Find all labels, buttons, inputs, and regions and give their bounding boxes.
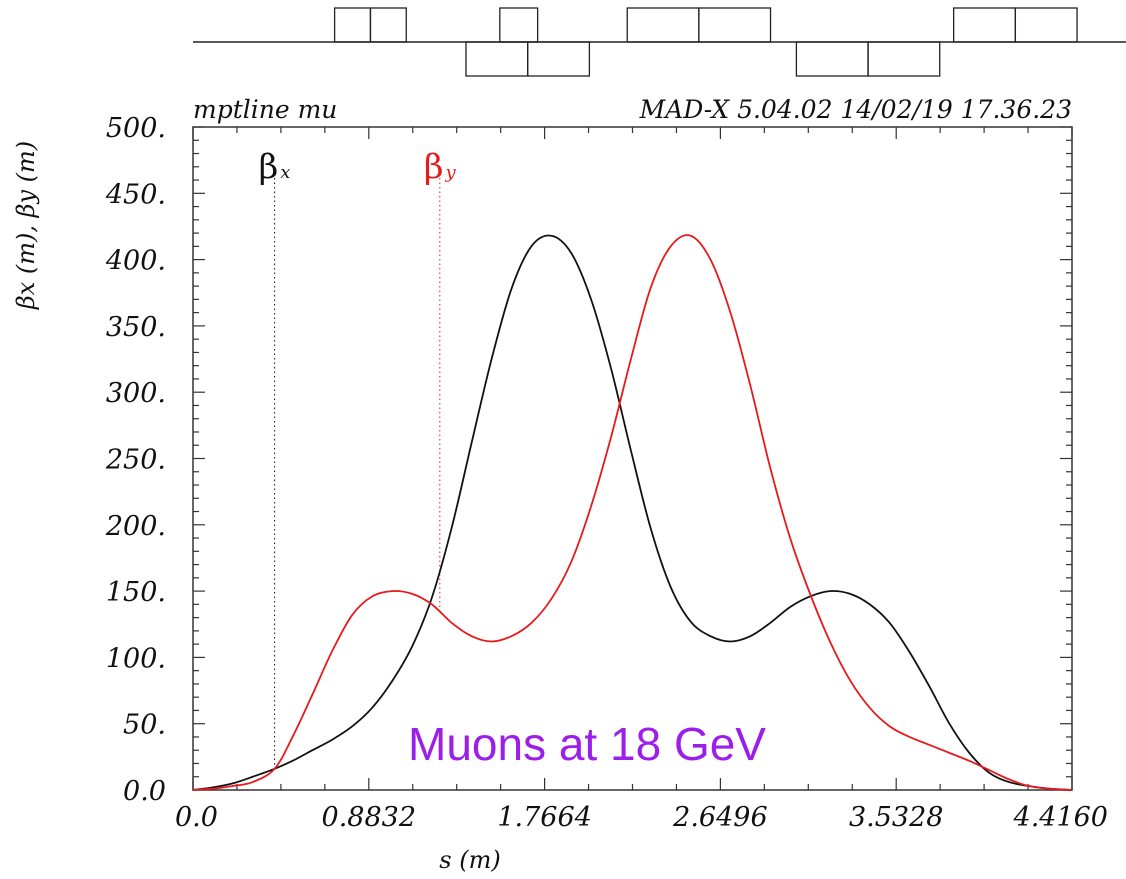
plot-header-right: MAD-X 5.04.02 14/02/19 17.36.23 [639, 95, 1072, 124]
y-axis-title: βx (m), βy (m) [12, 141, 40, 310]
y-tick-label: 50. [123, 710, 166, 741]
quad-magnet-focusing [369, 7, 407, 43]
y-tick-label: 250. [105, 445, 166, 476]
quad-magnet-focusing [1014, 7, 1078, 43]
axis-ticks [192, 126, 1073, 791]
y-tick-label: 200. [105, 511, 166, 542]
quad-magnet-focusing [499, 7, 539, 43]
y-tick-labels: 0.0 50. 100. 150. 200. 250. 300. 350. 400. 450. 50… [105, 113, 166, 807]
quad-magnet-defocusing [465, 41, 529, 77]
x-tick-label: 1.7664 [497, 802, 591, 833]
x-tick-label: 2.6496 [672, 802, 767, 833]
x-tick-label: 4.4160 [1013, 802, 1108, 833]
x-tick-labels: 0.0 0.8832 1.7664 2.6496 3.5328 4.4160 [175, 802, 1108, 833]
y-tick-label: 400. [105, 246, 166, 277]
y-tick-label: 0.0 [123, 776, 166, 807]
beta-y-line [192, 234, 1073, 791]
quad-magnet-focusing [953, 7, 1017, 43]
quad-magnet-focusing [626, 7, 700, 43]
quad-magnet-focusing [698, 7, 772, 43]
quad-magnet-defocusing [867, 41, 941, 77]
series-lines [192, 234, 1073, 791]
y-tick-label: 500. [106, 113, 166, 144]
quad-magnet-defocusing [527, 41, 591, 77]
plot-header-left: mptline mu [193, 95, 337, 124]
y-tick-label: 350. [106, 312, 166, 343]
x-tick-label: 0.0 [175, 802, 218, 833]
y-tick-label: 450. [105, 179, 166, 210]
muons-annotation: Muons at 18 GeV [408, 718, 766, 770]
beta-x-line [192, 234, 1073, 791]
y-tick-label: 150. [106, 577, 166, 608]
quad-magnet-focusing [333, 7, 372, 43]
x-tick-label: 3.5328 [849, 802, 943, 833]
lattice-diagram [193, 7, 1126, 77]
x-tick-label: 0.8832 [322, 802, 416, 833]
quad-magnet-defocusing [795, 41, 869, 77]
y-tick-label: 100. [106, 643, 166, 674]
y-tick-label: 300. [106, 378, 166, 409]
x-axis-title: s (m) [439, 846, 500, 874]
